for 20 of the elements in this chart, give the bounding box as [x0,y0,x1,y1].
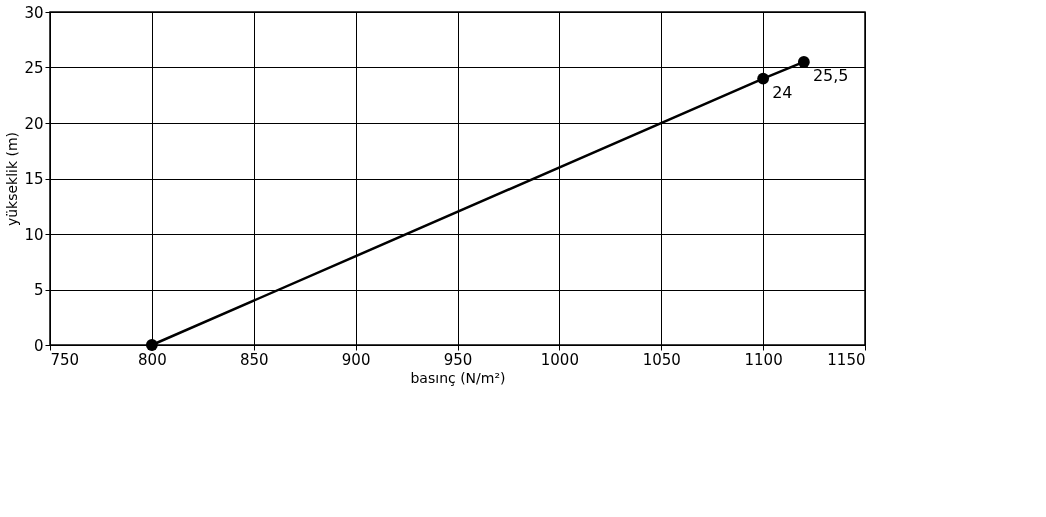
x-axis-title: basınç (N/m²) [410,369,506,386]
x-tick-label: 950 [443,350,473,369]
y-tick-label: 5 [33,281,44,299]
y-axis-title: yükseklik (m) [4,131,21,227]
x-tick-label: 1150 [827,350,866,369]
x-tick-label: 1050 [642,350,681,369]
y-tick-label: 25 [24,59,44,77]
x-tick-label: 750 [50,350,80,369]
y-tick-label: 20 [24,114,44,133]
x-tick-label: 850 [239,350,269,369]
data-label: 25,5 [812,65,849,85]
x-tick-label: 1100 [744,350,783,369]
y-tick-label: 10 [24,225,44,244]
data-label: 24 [772,82,793,102]
y-tick-label: 30 [24,3,44,22]
y-tick-label: 0 [33,336,44,355]
x-tick-label: 900 [341,350,371,369]
y-tick-label: 15 [24,170,44,188]
x-tick-label: 800 [138,350,167,369]
x-tick-label: 1000 [540,350,579,369]
